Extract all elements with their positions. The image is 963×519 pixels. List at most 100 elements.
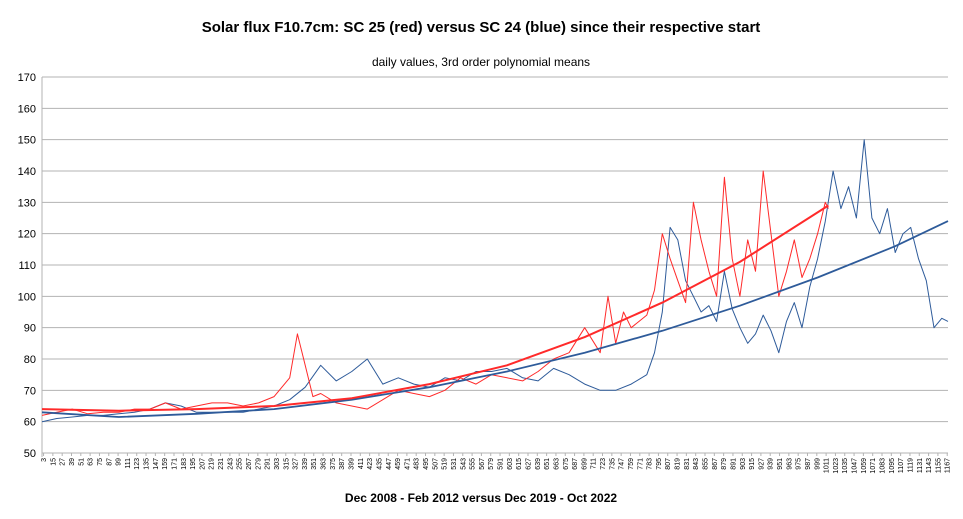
x-tick-label: 759 <box>628 458 635 470</box>
y-tick-label: 100 <box>18 291 36 303</box>
sc24-daily-line <box>41 139 949 423</box>
x-tick-label: 687 <box>572 458 579 470</box>
x-tick-label: 135 <box>144 458 151 470</box>
x-tick-label: 171 <box>171 458 178 470</box>
series-layer <box>41 139 949 423</box>
y-tick-label: 50 <box>24 448 36 460</box>
x-tick-label: 447 <box>386 458 393 470</box>
gridlines <box>41 76 948 457</box>
x-tick-label: 807 <box>665 458 672 470</box>
x-tick-label: 543 <box>460 458 467 470</box>
x-tick-label: 555 <box>470 458 477 470</box>
x-tick-label: 1071 <box>870 458 877 474</box>
x-tick-label: 603 <box>507 458 514 470</box>
y-tick-label: 110 <box>18 260 36 272</box>
x-tick-label: 507 <box>432 458 439 470</box>
x-tick-label: 243 <box>227 458 234 470</box>
x-tick-label: 375 <box>330 458 337 470</box>
x-tick-label: 639 <box>535 458 542 470</box>
y-tick-label: 130 <box>18 197 36 209</box>
x-tick-label: 1155 <box>935 458 942 473</box>
x-tick-label: 831 <box>684 458 691 470</box>
x-tick-label: 303 <box>274 458 281 470</box>
x-tick-label: 939 <box>768 458 775 470</box>
x-tick-label: 675 <box>563 458 570 470</box>
y-tick-label: 80 <box>24 354 36 366</box>
y-axis-ticks: 50 60 70 80 90 100 110 120 130 140 150 160 170 <box>18 72 36 460</box>
x-tick-label: 1047 <box>852 458 859 474</box>
x-tick-label: 915 <box>749 458 756 470</box>
x-tick-label: 87 <box>106 458 113 466</box>
x-tick-label: 387 <box>339 458 346 470</box>
y-tick-label: 120 <box>18 229 36 241</box>
x-tick-label: 819 <box>675 458 682 470</box>
x-tick-label: 159 <box>162 458 169 470</box>
x-axis-ticks: 3 15 27 39 51 63 75 87 99 111 123 135 147 159 171 183 19… <box>41 453 952 474</box>
x-tick-label: 351 <box>311 458 318 470</box>
x-tick-label: 315 <box>283 458 290 470</box>
x-tick-label: 279 <box>255 458 262 470</box>
x-tick-label: 363 <box>321 458 328 470</box>
x-tick-label: 207 <box>199 458 206 470</box>
x-tick-label: 471 <box>404 458 411 470</box>
x-tick-label: 399 <box>348 458 355 470</box>
chart-subtitle: daily values, 3rd order polynomial means <box>372 55 590 69</box>
x-tick-label: 903 <box>740 458 747 470</box>
sc24-trend-line <box>41 220 949 418</box>
x-tick-label: 411 <box>358 458 365 469</box>
x-tick-label: 231 <box>218 458 225 470</box>
x-tick-label: 483 <box>414 458 421 470</box>
x-tick-label: 459 <box>395 458 402 470</box>
x-tick-label: 1059 <box>861 458 868 474</box>
x-tick-label: 147 <box>153 458 160 470</box>
x-tick-label: 627 <box>525 458 532 470</box>
x-tick-label: 1119 <box>907 458 914 473</box>
y-tick-label: 60 <box>24 417 36 429</box>
x-tick-label: 567 <box>479 458 486 470</box>
x-tick-label: 951 <box>777 458 784 470</box>
x-tick-label: 579 <box>488 458 495 470</box>
x-tick-label: 1095 <box>889 458 896 474</box>
x-tick-label: 327 <box>293 458 300 470</box>
x-tick-label: 495 <box>423 458 430 470</box>
x-tick-label: 51 <box>78 458 85 466</box>
x-tick-label: 699 <box>581 458 588 470</box>
x-tick-label: 195 <box>190 458 197 470</box>
x-tick-label: 1167 <box>945 458 952 473</box>
x-tick-label: 3 <box>41 458 48 462</box>
x-tick-label: 663 <box>553 458 560 470</box>
x-tick-label: 39 <box>69 458 76 466</box>
x-axis-label: Dec 2008 - Feb 2012 versus Dec 2019 - Oc… <box>345 491 618 505</box>
x-tick-label: 711 <box>591 458 598 469</box>
x-tick-label: 123 <box>134 458 141 470</box>
x-tick-label: 435 <box>376 458 383 470</box>
chart-title: Solar flux F10.7cm: SC 25 (red) versus S… <box>202 19 761 36</box>
x-tick-label: 99 <box>116 458 123 466</box>
y-tick-label: 140 <box>18 166 36 178</box>
x-tick-label: 747 <box>619 458 626 470</box>
x-tick-label: 843 <box>693 458 700 470</box>
x-tick-label: 615 <box>516 458 523 470</box>
x-tick-label: 999 <box>814 458 821 470</box>
y-tick-label: 160 <box>18 103 36 115</box>
x-tick-label: 975 <box>796 458 803 470</box>
x-tick-label: 267 <box>246 458 253 470</box>
x-tick-label: 219 <box>209 458 216 470</box>
x-tick-label: 111 <box>125 458 132 469</box>
x-tick-label: 963 <box>786 458 793 470</box>
y-tick-label: 150 <box>18 135 36 147</box>
x-tick-label: 519 <box>442 458 449 470</box>
x-tick-label: 735 <box>609 458 616 470</box>
x-tick-label: 1083 <box>880 458 887 474</box>
x-tick-label: 1023 <box>833 458 840 474</box>
x-tick-label: 1011 <box>824 458 831 473</box>
y-tick-label: 170 <box>18 72 36 84</box>
x-tick-label: 927 <box>758 458 765 470</box>
y-tick-label: 90 <box>24 323 36 335</box>
x-tick-label: 723 <box>600 458 607 470</box>
sc25-trend-line <box>41 204 829 412</box>
x-tick-label: 783 <box>647 458 654 470</box>
x-tick-label: 291 <box>265 458 272 470</box>
x-tick-label: 183 <box>181 458 188 470</box>
x-tick-label: 591 <box>498 458 505 470</box>
